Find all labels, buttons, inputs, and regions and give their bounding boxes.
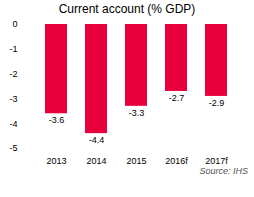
svg-text:2015: 2015	[126, 156, 146, 166]
svg-text:-5: -5	[9, 143, 17, 153]
svg-text:-4.4: -4.4	[89, 135, 105, 145]
svg-text:-2: -2	[9, 69, 17, 79]
html-text:Current account (% GDP): Current account (% GDP)	[58, 2, 196, 16]
svg-text:-3.6: -3.6	[49, 115, 65, 125]
html-text:Source: IHS: Source: IHS	[199, 166, 248, 176]
svg-text:2013: 2013	[46, 156, 66, 166]
svg-text:-3: -3	[9, 94, 17, 104]
svg-text:-1: -1	[9, 44, 17, 54]
svg-text:-3.3: -3.3	[129, 108, 145, 118]
svg-text:-2.9: -2.9	[209, 98, 225, 108]
svg-text:0: 0	[12, 19, 17, 29]
svg-text:-2.7: -2.7	[169, 93, 185, 103]
svg-text:2014: 2014	[86, 156, 106, 166]
svg-text:2017f: 2017f	[205, 156, 228, 166]
svg-text:-4: -4	[9, 119, 17, 129]
svg-text:2016f: 2016f	[165, 156, 188, 166]
